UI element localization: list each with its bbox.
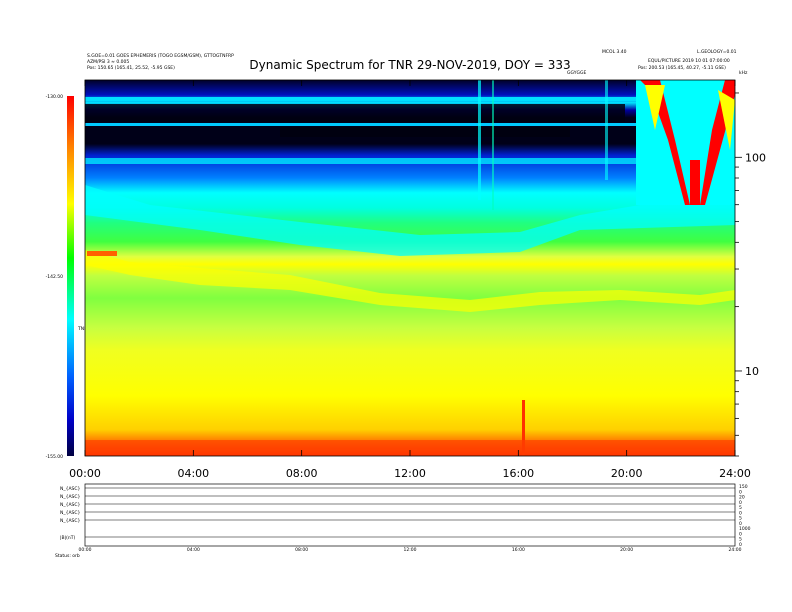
streak-1 xyxy=(478,80,481,200)
x-tick-label: 16:00 xyxy=(502,467,534,480)
bottom-panel-right-tick: 150 xyxy=(739,484,748,490)
y-tick-label: 100 xyxy=(745,151,766,164)
x-tick-label: 12:00 xyxy=(394,467,426,480)
bottom-x-tick-label: 20:00 xyxy=(620,547,633,553)
header-left-line2: AZM/PSI 3 ≈ 0.005 xyxy=(87,59,129,65)
streak-3 xyxy=(605,80,608,180)
bottom-red-band xyxy=(85,440,735,456)
colorbar-ticks: -130.00 -142.50 -155.00 xyxy=(46,94,64,460)
header-right-line2: L.GEOLOGY=0.01 xyxy=(697,49,737,55)
bottom-panel-right-tick: 0 xyxy=(739,510,742,516)
bottom-x-tick-label: 24:00 xyxy=(729,547,742,553)
radio-burst-region xyxy=(636,80,735,205)
cyan-band-1 xyxy=(85,97,735,101)
bottom-panel-row-label: N_{ASC} xyxy=(60,510,81,516)
header-right-line1: MCOL 3.40 xyxy=(602,49,627,55)
header-right-line3: EQUL/PICTURE 2019 10 01 07:00:00 xyxy=(648,58,730,64)
colorbar xyxy=(67,96,74,456)
bottom-panel-right-tick: 0 xyxy=(739,521,742,527)
bottom-panel-row-label: |B|(nT) xyxy=(60,535,75,541)
orange-feature xyxy=(87,251,117,256)
bottom-panel-row-label: N_{ASC} xyxy=(60,494,81,500)
header-right-position: Pos: 200.53 (165.45, 40.27, -5.11 GSE) xyxy=(638,65,726,71)
bottom-panel-right-tick: 5 xyxy=(739,505,742,511)
cyan-band-2 xyxy=(85,123,735,126)
chart-title: Dynamic Spectrum for TNR 29-NOV-2019, DO… xyxy=(249,58,570,72)
bottom-panel-right-tick: 0 xyxy=(739,489,742,495)
bottom-panel-right-tick: 5 xyxy=(739,537,742,543)
bottom-panel-right-tick: 0 xyxy=(739,542,742,548)
red-spike-16h xyxy=(522,400,525,456)
spectrogram-plot xyxy=(85,80,735,456)
unit-label-top-right: kHz xyxy=(739,70,748,76)
colorbar-label: TNR xyxy=(77,326,87,332)
colorbar-tick-label: -130.00 xyxy=(46,94,64,100)
time-axis: 00:00 04:00 08:00 12:00 16:00 20:00 24:00 xyxy=(69,80,751,480)
bottom-panel-row-label: N_{ASC} xyxy=(60,486,81,492)
bottom-panel-row-label: N_{ASC} xyxy=(60,502,81,508)
dark-core-2 xyxy=(280,127,570,137)
bottom-panel-right-tick: 0 xyxy=(739,500,742,506)
x-tick-label: 20:00 xyxy=(611,467,643,480)
bottom-panel-right-tick: 5 xyxy=(739,516,742,522)
bottom-panel-right-tick: 1000 xyxy=(739,526,751,532)
status-footer: Status: orb xyxy=(55,553,80,559)
x-tick-label: 24:00 xyxy=(719,467,751,480)
bottom-panel-right-tick: 0 xyxy=(739,531,742,537)
colorbar-tick-label: -142.50 xyxy=(46,274,64,280)
bottom-panel-right-tick: 20 xyxy=(739,495,745,501)
colorbar-tick-label: -155.00 xyxy=(46,454,64,460)
bottom-x-tick-label: 08:00 xyxy=(295,547,308,553)
bottom-x-tick-label: 00:00 xyxy=(79,547,92,553)
bottom-x-tick-label: 04:00 xyxy=(187,547,200,553)
streak-2 xyxy=(492,80,494,210)
frequency-axis: 100 10 xyxy=(735,92,766,457)
yellow-ridge xyxy=(85,250,735,312)
x-tick-label: 00:00 xyxy=(69,467,101,480)
bottom-panel-frame xyxy=(84,483,736,547)
bottom-panel-row-label: N_{ASC} xyxy=(60,518,81,524)
bottom-x-tick-label: 12:00 xyxy=(404,547,417,553)
bottom-x-tick-label: 16:00 xyxy=(512,547,525,553)
event-marker-label: GGYGGE xyxy=(567,70,586,76)
header-left-line1: S.GOE=0.01 GOES EPHEMERIS (TOGO EGSM/GSM… xyxy=(87,53,234,59)
x-tick-label: 04:00 xyxy=(177,467,209,480)
x-tick-label: 08:00 xyxy=(286,467,318,480)
cyan-band-3 xyxy=(85,158,735,164)
y-tick-label: 10 xyxy=(745,365,759,378)
bottom-panels: N_{ASC} N_{ASC} N_{ASC} N_{ASC} N_{ASC} |B|(n… xyxy=(60,483,751,553)
cyan-dip-region xyxy=(85,185,735,256)
header-left-position: Pos: 150.65 (165.41, 25.52, -5.95 GSE) xyxy=(87,65,175,71)
dark-core xyxy=(85,104,625,122)
